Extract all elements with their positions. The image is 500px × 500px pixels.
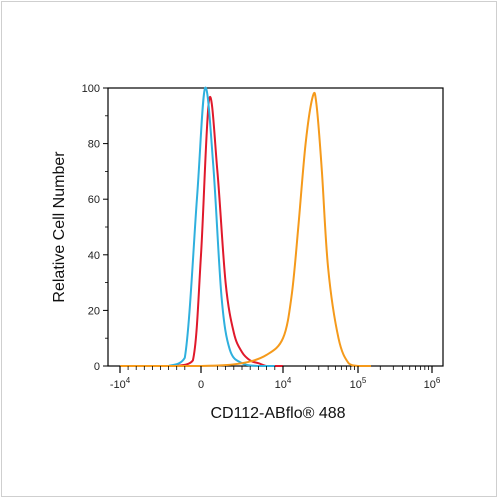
x-tick-label: 106	[424, 376, 441, 391]
y-tick-label-40: 40	[88, 250, 100, 262]
y-tick-label-80: 80	[88, 139, 100, 151]
x-tick-label: -104	[110, 376, 131, 391]
y-axis: 0 20 40 60 80 100	[82, 83, 108, 373]
x-tick-label-exponent: 4	[287, 376, 292, 385]
y-tick-label-0: 0	[94, 361, 100, 373]
x-tick-label-base: -10	[110, 379, 126, 391]
x-tick-label-base: 0	[198, 379, 204, 391]
x-tick-label: 105	[350, 376, 367, 391]
x-tick-label: 0	[198, 379, 204, 391]
x-axis: -104 0 104 105 106	[110, 366, 441, 391]
x-tick-label-exponent: 6	[436, 376, 441, 385]
y-tick-label-60: 60	[88, 194, 100, 206]
series-line-3	[120, 91, 371, 368]
y-tick-label-20: 20	[88, 305, 100, 317]
plot-area	[107, 87, 444, 367]
x-tick-label-base: 10	[424, 379, 436, 391]
x-tick-label-base: 10	[350, 379, 362, 391]
x-tick-label: 104	[275, 376, 292, 391]
series-layer	[120, 86, 371, 368]
x-tick-label-exponent: 4	[126, 376, 131, 385]
x-axis-title: CD112-ABflo® 488	[210, 405, 345, 422]
x-tick-label-exponent: 5	[362, 376, 367, 385]
y-axis-title: Relative Cell Number	[51, 151, 68, 303]
y-tick-label-100: 100	[82, 83, 100, 95]
series-line-2	[168, 86, 275, 367]
x-tick-label-base: 10	[275, 379, 287, 391]
series-line-1	[176, 95, 283, 367]
